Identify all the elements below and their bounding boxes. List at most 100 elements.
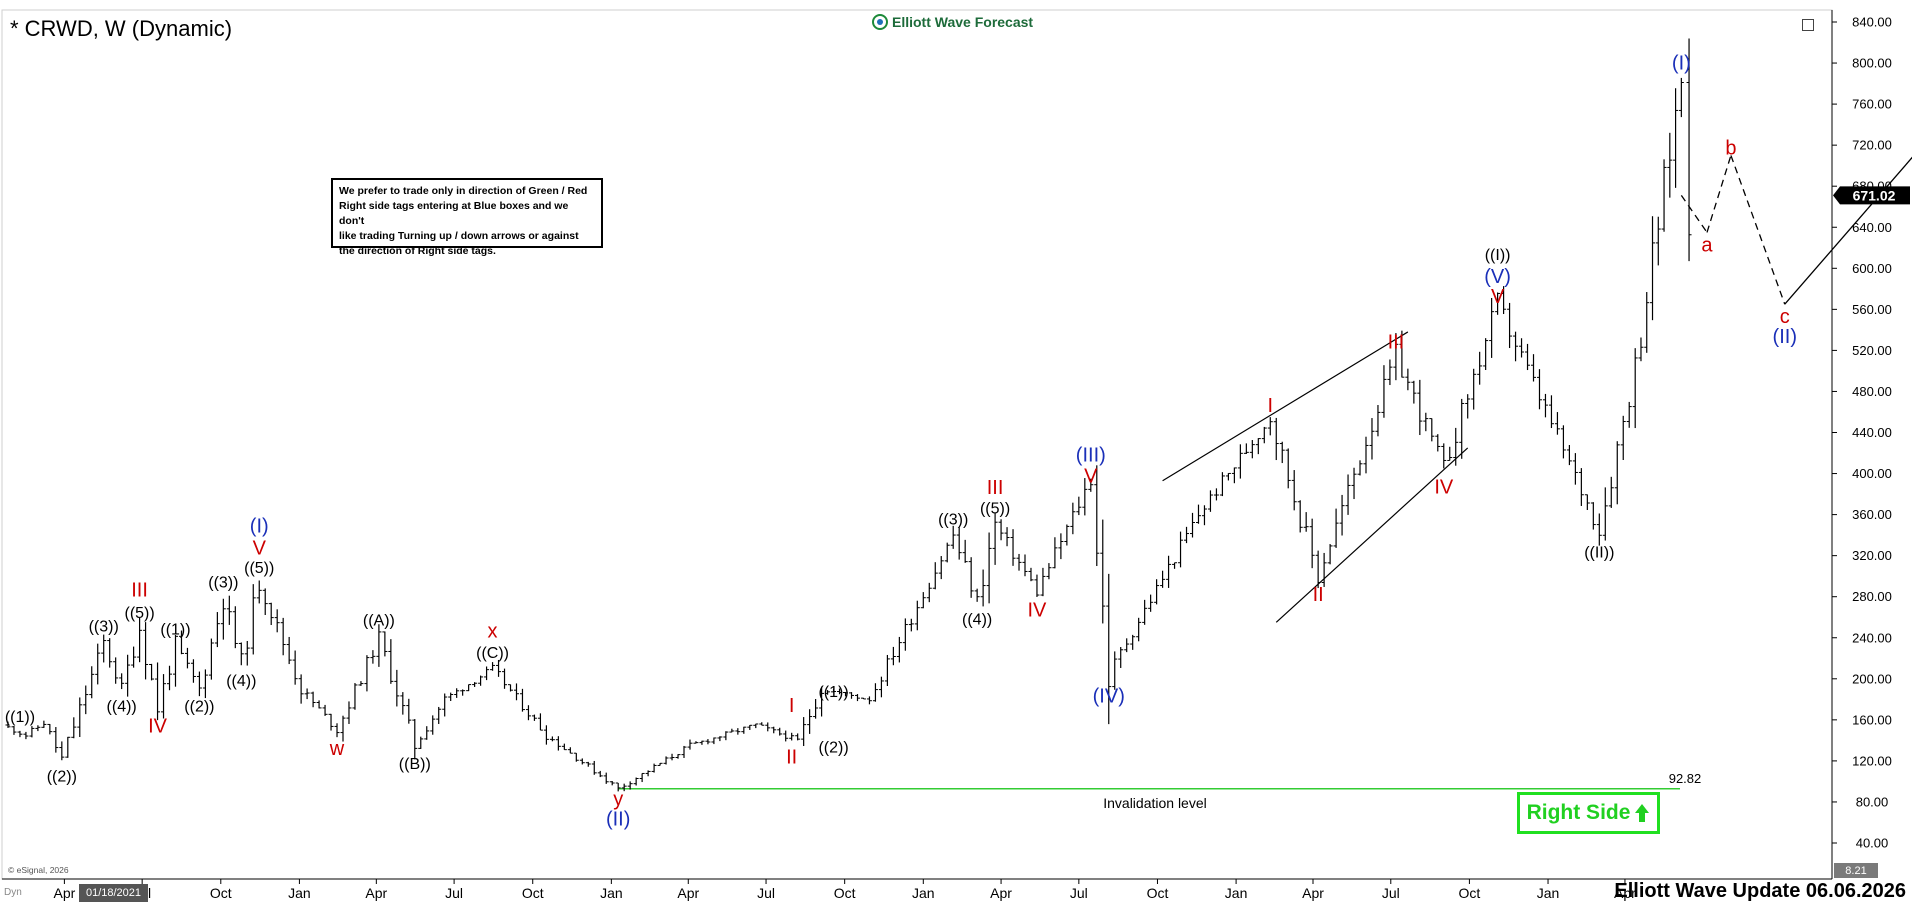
- wave-label: (III): [1076, 445, 1106, 467]
- price-bar: [878, 676, 884, 698]
- price-bar: [388, 639, 394, 684]
- price-bar: [1207, 490, 1213, 512]
- price-bar: [1327, 544, 1333, 565]
- price-bar: [167, 665, 173, 691]
- restore-window-icon[interactable]: [1802, 19, 1814, 31]
- price-bar: [1459, 398, 1465, 459]
- price-bar: [1495, 292, 1501, 315]
- price-bar: [1399, 330, 1405, 378]
- price-bar: [597, 770, 603, 778]
- price-bar: [1560, 425, 1566, 459]
- channel-line: [1162, 331, 1409, 482]
- price-bar: [735, 728, 741, 735]
- price-bar: [1405, 368, 1411, 391]
- price-bar: [184, 647, 190, 669]
- price-bar: [268, 602, 274, 626]
- price-bar: [1267, 417, 1273, 436]
- wave-label: (IV): [1093, 686, 1125, 708]
- price-bar: [609, 781, 615, 786]
- price-bar: [519, 688, 525, 712]
- price-bar: [1513, 331, 1519, 362]
- price-bar: [956, 527, 962, 560]
- price-bar: [908, 618, 914, 632]
- wave-label: c: [1780, 306, 1790, 328]
- price-bar: [113, 657, 119, 684]
- price-bar: [1219, 472, 1225, 497]
- price-bar: [1608, 476, 1614, 508]
- price-bar: [1417, 379, 1423, 436]
- wave-label: ((A)): [363, 612, 395, 629]
- time-tick-label: Jan: [912, 885, 935, 901]
- price-bar: [47, 723, 53, 735]
- price-bar: [1471, 368, 1477, 410]
- price-bar: [1070, 502, 1076, 535]
- price-tick-label: 200.00: [1852, 671, 1892, 686]
- price-bar: [1034, 574, 1040, 597]
- price-bar: [789, 732, 795, 741]
- price-bar: [783, 730, 789, 742]
- price-bar: [1082, 478, 1088, 516]
- price-bar: [232, 606, 238, 649]
- price-bar: [155, 662, 161, 721]
- price-bar: [567, 747, 573, 754]
- time-tick-label: Jan: [600, 885, 623, 901]
- projection-segment: [1784, 156, 1912, 305]
- price-bar: [1184, 526, 1190, 544]
- price-tick-label: 320.00: [1852, 548, 1892, 563]
- price-bar: [1381, 365, 1387, 418]
- price-bar: [819, 686, 825, 717]
- price-bar: [573, 752, 579, 762]
- price-bar: [400, 692, 406, 715]
- price-bar: [1363, 436, 1369, 474]
- price-bar: [202, 669, 208, 699]
- price-bar: [1076, 496, 1082, 516]
- price-bar: [1686, 38, 1692, 262]
- price-tick-label: 440.00: [1852, 425, 1892, 440]
- wave-label: (II): [1773, 326, 1797, 348]
- price-bar: [896, 636, 902, 663]
- price-bar: [795, 733, 801, 741]
- price-bar: [364, 655, 370, 692]
- price-bar: [711, 737, 717, 745]
- price-bar: [119, 673, 125, 690]
- note-line: like trading Turning up / down arrows or…: [339, 230, 579, 242]
- time-tick-label: Apr: [53, 885, 75, 901]
- wave-label: ((3)): [89, 618, 119, 635]
- wave-label: b: [1725, 137, 1736, 159]
- price-axis: 840.00800.00760.00720.00680.00640.00600.…: [1832, 15, 1892, 878]
- price-bar: [926, 582, 932, 603]
- price-bar: [1357, 460, 1363, 476]
- price-tick-label: 240.00: [1852, 630, 1892, 645]
- price-bar: [23, 731, 29, 740]
- wave-label: V: [1491, 286, 1505, 308]
- price-bar: [1010, 529, 1016, 566]
- price-bar: [370, 650, 376, 664]
- wave-label: ((3)): [938, 512, 968, 529]
- price-bar: [1393, 333, 1399, 381]
- price-tick-label: 360.00: [1852, 507, 1892, 522]
- price-bar: [753, 723, 759, 729]
- price-bar: [1261, 426, 1267, 444]
- price-bar: [1052, 537, 1058, 569]
- price-bar: [513, 683, 519, 701]
- wave-label: III: [1388, 332, 1405, 354]
- price-bar: [705, 739, 711, 745]
- price-bar: [1148, 594, 1154, 612]
- price-bar: [508, 684, 514, 692]
- wave-label: ((II)): [1584, 545, 1614, 562]
- wave-label: ((1)): [5, 709, 35, 726]
- price-bar: [454, 688, 460, 698]
- right-side-label: Right Side: [1526, 801, 1631, 824]
- price-bar: [340, 715, 346, 742]
- wave-label: w: [329, 738, 345, 760]
- update-label: Elliott Wave Update 06.06.2026: [1614, 880, 1906, 902]
- price-bar: [1106, 573, 1112, 725]
- price-bar: [1572, 453, 1578, 485]
- price-bar: [986, 532, 992, 604]
- price-bar: [1040, 567, 1046, 597]
- price-bar: [1022, 554, 1028, 577]
- price-bar: [5, 721, 11, 728]
- price-bar: [747, 724, 753, 730]
- ewf-logo-icon: [872, 14, 888, 30]
